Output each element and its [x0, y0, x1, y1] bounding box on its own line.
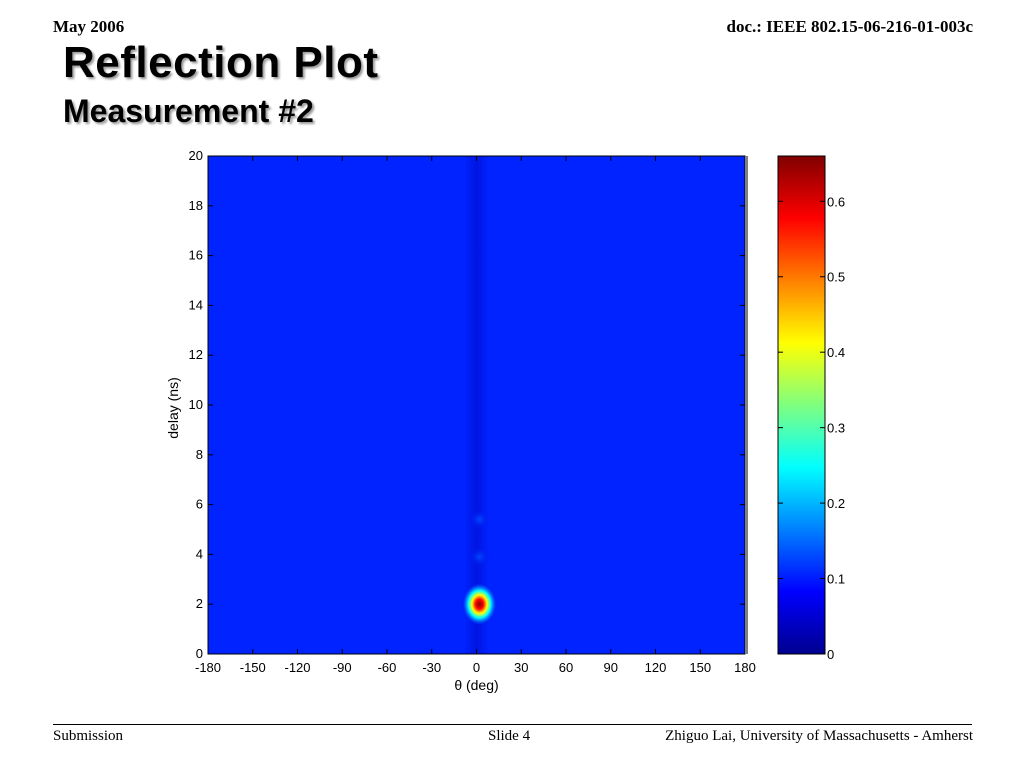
- heatmap-peak: [461, 582, 498, 627]
- y-tick-label: 10: [189, 397, 203, 412]
- x-tick-label: -180: [195, 660, 221, 675]
- heatmap-streak: [464, 156, 489, 654]
- footer-divider: [53, 724, 972, 725]
- y-tick-label: 12: [189, 347, 203, 362]
- y-tick-label: 16: [189, 248, 203, 263]
- header-date: May 2006: [53, 17, 125, 36]
- heatmap-peak: [468, 545, 491, 568]
- x-tick-label: 90: [604, 660, 618, 675]
- x-tick-label: -30: [422, 660, 441, 675]
- x-tick-label: 120: [645, 660, 667, 675]
- colorbar-tick-label: 0.2: [827, 496, 845, 511]
- x-tick-label: -90: [333, 660, 352, 675]
- y-tick-label: 6: [196, 497, 203, 512]
- x-tick-label: -60: [378, 660, 397, 675]
- footer-slide-number: Slide 4: [488, 728, 531, 744]
- colorbar-tick-label: 0.1: [827, 572, 845, 587]
- heatmap-peak: [468, 508, 491, 531]
- x-tick-label: -150: [240, 660, 266, 675]
- y-tick-label: 14: [189, 297, 203, 312]
- y-tick-label: 20: [189, 148, 203, 163]
- slide-subtitle: Measurement #2: [63, 93, 314, 129]
- colorbar-tick-label: 0.5: [827, 270, 845, 285]
- y-tick-label: 2: [196, 596, 203, 611]
- x-axis-label: θ (deg): [454, 677, 498, 693]
- x-tick-label: 180: [734, 660, 756, 675]
- y-tick-label: 4: [196, 546, 203, 561]
- x-tick-label: 30: [514, 660, 528, 675]
- y-tick-label: 0: [196, 646, 203, 661]
- y-axis-label: delay (ns): [165, 377, 181, 438]
- x-tick-label: 150: [689, 660, 711, 675]
- colorbar-tick-label: 0: [827, 647, 834, 662]
- footer-author: Zhiguo Lai, University of Massachusetts …: [665, 728, 973, 744]
- colorbar: [777, 155, 826, 655]
- y-tick-label: 18: [189, 198, 203, 213]
- colorbar-tick-label: 0.3: [827, 421, 845, 436]
- footer-submission: Submission: [53, 728, 124, 744]
- x-tick-label: -120: [284, 660, 310, 675]
- x-tick-label: 0: [473, 660, 480, 675]
- header-doc-id: doc.: IEEE 802.15-06-216-01-003c: [726, 17, 973, 36]
- x-tick-label: 60: [559, 660, 573, 675]
- colorbar-tick-label: 0.4: [827, 345, 845, 360]
- y-tick-label: 8: [196, 447, 203, 462]
- slide-title: Reflection Plot: [63, 38, 379, 87]
- colorbar-tick-label: 0.6: [827, 194, 845, 209]
